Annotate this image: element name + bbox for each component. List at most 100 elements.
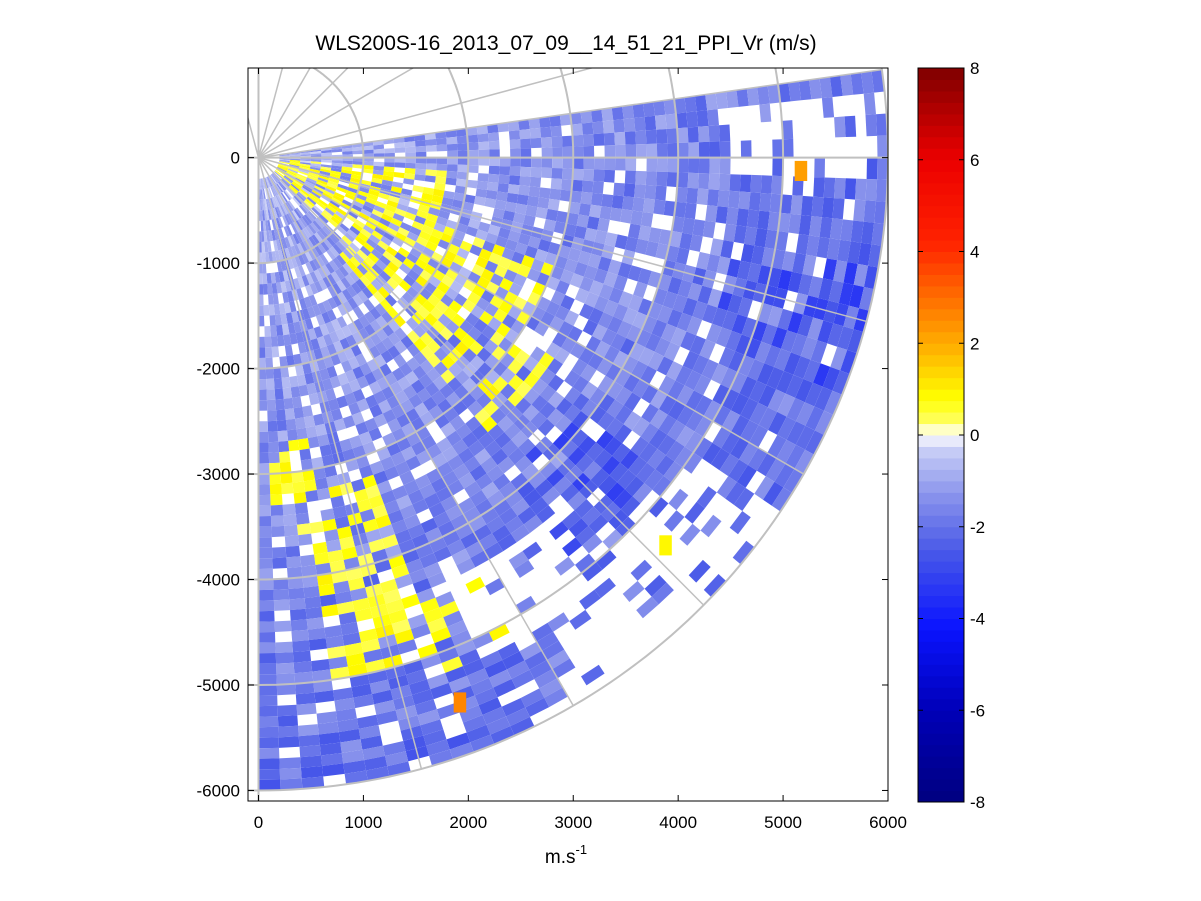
velocity-cell bbox=[611, 195, 624, 209]
velocity-cell bbox=[550, 290, 566, 306]
velocity-cell bbox=[663, 200, 676, 217]
velocity-cell bbox=[258, 452, 270, 464]
velocity-cell bbox=[348, 402, 361, 416]
velocity-cell bbox=[740, 398, 759, 421]
velocity-cell bbox=[273, 578, 289, 590]
velocity-cell bbox=[258, 684, 278, 696]
velocity-cell bbox=[580, 364, 597, 382]
velocity-cell bbox=[621, 355, 639, 374]
velocity-cell bbox=[539, 368, 556, 385]
velocity-cell bbox=[523, 214, 536, 227]
velocity-cell bbox=[449, 415, 466, 431]
velocity-cell bbox=[318, 732, 341, 745]
velocity-cell bbox=[554, 305, 570, 321]
velocity-cell bbox=[679, 523, 701, 546]
velocity-cell bbox=[810, 340, 828, 364]
velocity-cell bbox=[661, 323, 677, 343]
velocity-cell bbox=[275, 217, 282, 229]
velocity-cell bbox=[372, 504, 388, 519]
velocity-cell bbox=[492, 376, 508, 393]
velocity-cell bbox=[367, 217, 379, 227]
velocity-cell bbox=[761, 323, 778, 346]
velocity-cell bbox=[423, 607, 444, 624]
velocity-cell bbox=[584, 292, 599, 308]
velocity-cell bbox=[772, 157, 784, 177]
velocity-cell bbox=[368, 427, 383, 442]
velocity-cell bbox=[465, 312, 480, 327]
velocity-cell bbox=[327, 285, 338, 298]
velocity-cell bbox=[781, 251, 796, 272]
velocity-cell bbox=[467, 271, 481, 285]
velocity-cell bbox=[301, 308, 311, 320]
velocity-cell bbox=[617, 262, 632, 279]
velocity-cell bbox=[813, 177, 825, 198]
velocity-cell bbox=[289, 163, 300, 167]
velocity-cell bbox=[332, 505, 348, 519]
velocity-cell bbox=[367, 252, 379, 264]
velocity-cell bbox=[359, 464, 374, 479]
velocity-cell bbox=[744, 338, 762, 360]
velocity-cell bbox=[807, 317, 824, 341]
velocity-cell bbox=[470, 734, 495, 753]
velocity-cell bbox=[514, 559, 535, 578]
velocity-cell bbox=[420, 653, 442, 670]
velocity-cell bbox=[272, 546, 287, 559]
velocity-cell bbox=[280, 778, 303, 791]
velocity-cell bbox=[295, 331, 305, 344]
velocity-cell bbox=[277, 182, 285, 192]
velocity-cell bbox=[518, 438, 536, 456]
velocity-cell bbox=[696, 251, 710, 270]
velocity-cell bbox=[822, 258, 838, 281]
velocity-cell bbox=[368, 494, 385, 509]
velocity-cell bbox=[582, 134, 594, 147]
velocity-cell bbox=[363, 242, 375, 253]
velocity-cell bbox=[640, 212, 654, 228]
velocity-cell bbox=[578, 203, 591, 217]
velocity-cell bbox=[813, 363, 831, 387]
velocity-cell bbox=[486, 465, 504, 482]
velocity-cell bbox=[371, 209, 384, 218]
velocity-cell bbox=[488, 623, 510, 642]
velocity-cell bbox=[261, 189, 265, 200]
velocity-cell bbox=[667, 400, 686, 421]
velocity-cell bbox=[777, 308, 793, 331]
velocity-cell bbox=[546, 468, 565, 487]
velocity-cell bbox=[258, 368, 267, 380]
velocity-cell bbox=[272, 172, 281, 182]
velocity-cell bbox=[359, 245, 371, 257]
velocity-cell bbox=[400, 504, 417, 520]
velocity-cell bbox=[733, 225, 747, 244]
velocity-cell bbox=[675, 365, 693, 386]
colorbar-band bbox=[918, 90, 964, 103]
colorbar-tick-label: 0 bbox=[970, 426, 979, 445]
velocity-cell bbox=[258, 442, 269, 453]
velocity-cell bbox=[430, 477, 448, 493]
velocity-cell bbox=[635, 329, 652, 348]
velocity-cell bbox=[261, 178, 264, 189]
colorbar-band bbox=[918, 733, 964, 746]
velocity-cell bbox=[702, 304, 718, 324]
velocity-cell bbox=[341, 749, 365, 764]
velocity-cell bbox=[594, 340, 611, 358]
y-tick-label: -1000 bbox=[197, 254, 240, 273]
velocity-cell bbox=[725, 330, 742, 352]
velocity-cell bbox=[336, 225, 347, 236]
velocity-cell bbox=[717, 190, 730, 208]
velocity-cell bbox=[377, 240, 389, 251]
velocity-cell bbox=[293, 661, 313, 674]
velocity-cell bbox=[571, 410, 590, 429]
velocity-cell bbox=[258, 600, 275, 612]
velocity-cell bbox=[688, 559, 711, 583]
colorbar-band bbox=[918, 354, 964, 367]
velocity-cell bbox=[371, 263, 384, 275]
velocity-cell bbox=[295, 232, 303, 243]
velocity-cell bbox=[524, 650, 547, 670]
velocity-cell bbox=[258, 642, 276, 654]
velocity-cell bbox=[356, 249, 368, 261]
velocity-cell bbox=[365, 220, 377, 231]
velocity-cell bbox=[270, 186, 276, 197]
velocity-cell bbox=[296, 523, 312, 536]
velocity-cell bbox=[381, 336, 395, 350]
velocity-cell bbox=[462, 348, 477, 363]
velocity-cell bbox=[568, 518, 589, 538]
